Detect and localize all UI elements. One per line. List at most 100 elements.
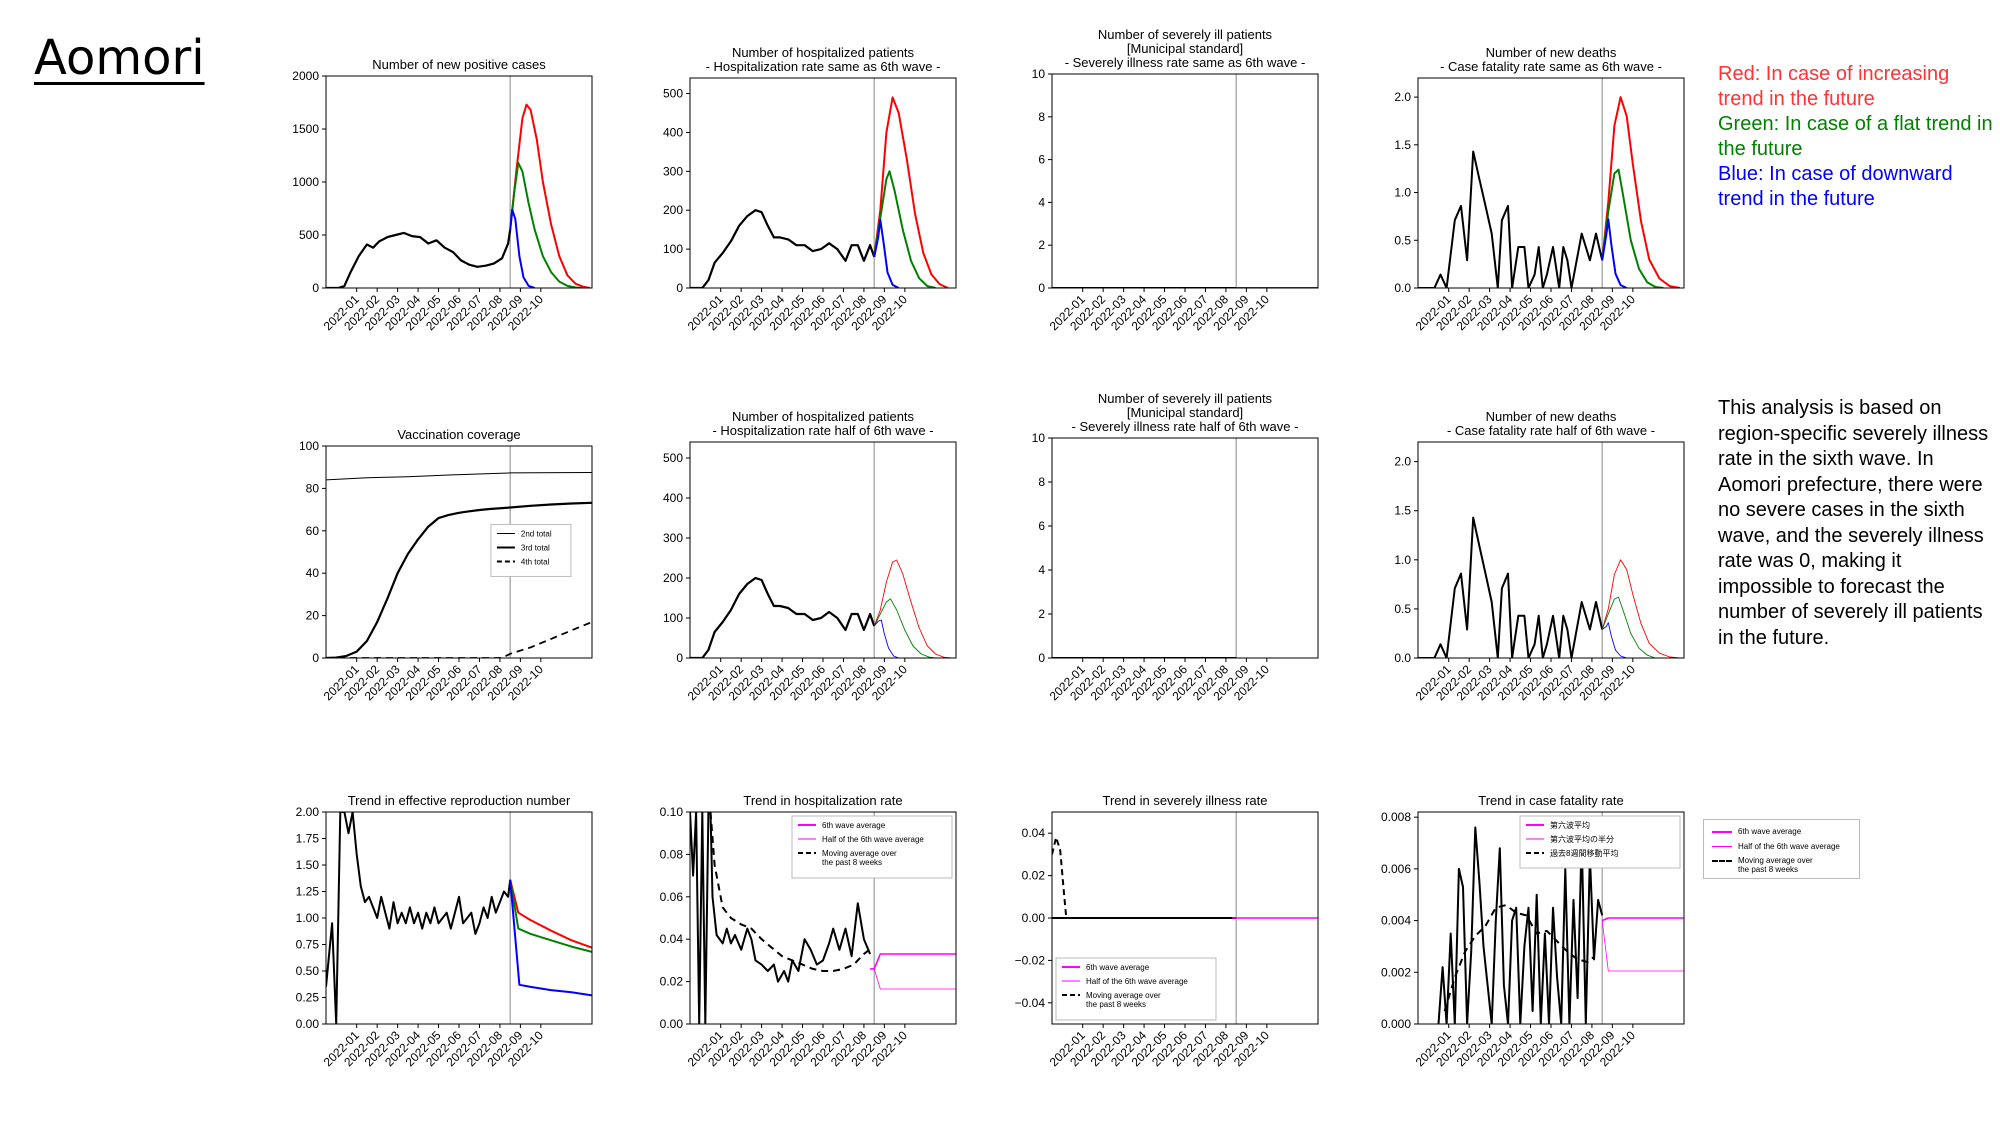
legend-label: Half of the 6th wave average bbox=[1086, 977, 1188, 986]
series-line-3 bbox=[509, 879, 592, 997]
y-tick-label: 0.04 bbox=[1022, 826, 1046, 840]
y-tick-label: 2.0 bbox=[1394, 455, 1411, 469]
y-tick-label: 0.000 bbox=[1381, 1017, 1411, 1031]
legend-label: the past 8 weeks bbox=[822, 858, 882, 867]
y-tick-label: 4 bbox=[1038, 195, 1045, 209]
chart-title-line: Trend in severely illness rate bbox=[1103, 793, 1268, 808]
chart-title-line: Vaccination coverage bbox=[397, 427, 520, 442]
series-group bbox=[690, 96, 949, 288]
chart-severe-rate: Trend in severely illness rate −0.04 −0.02… bbox=[980, 793, 1320, 1094]
y-tick-label: 2.0 bbox=[1394, 90, 1411, 104]
y-tick-label: 1.0 bbox=[1394, 186, 1411, 200]
chart-title-line: - Hospitalization rate half of 6th wave … bbox=[712, 423, 933, 438]
y-tick-label: 1.75 bbox=[296, 832, 320, 846]
y-tick-label: 500 bbox=[663, 87, 683, 101]
series-group bbox=[1418, 96, 1681, 288]
series-line-0 bbox=[326, 229, 512, 288]
y-tick-label: 0 bbox=[676, 651, 683, 665]
y-tick-label: 400 bbox=[663, 491, 683, 505]
legend-label: 4th total bbox=[521, 557, 550, 566]
plot-frame bbox=[325, 445, 593, 659]
series-line-1 bbox=[509, 103, 591, 288]
y-tick-label: 1.00 bbox=[296, 911, 320, 925]
series-line-2 bbox=[326, 621, 592, 658]
y-tick-label: 0.02 bbox=[660, 975, 684, 989]
y-tick-label: 4 bbox=[1038, 563, 1045, 577]
scenario-legend-blue: Blue: In case of downward trend in the f… bbox=[1718, 163, 1953, 210]
y-tick-label: 0.5 bbox=[1394, 602, 1411, 616]
plot-frame bbox=[325, 811, 593, 1025]
legend-label: the past 8 weeks bbox=[1086, 1000, 1146, 1009]
y-tick-label: 0 bbox=[1038, 651, 1045, 665]
series-line-3 bbox=[509, 208, 536, 288]
chart-svg-hosp-same: Number of hospitalized patients- Hospita… bbox=[663, 45, 957, 333]
y-tick-label: 300 bbox=[663, 531, 683, 545]
y-tick-label: 0 bbox=[312, 281, 319, 295]
series-line-0 bbox=[1437, 826, 1604, 1024]
chart-svg-hosp-half: Number of hospitalized patients- Hospita… bbox=[663, 409, 957, 703]
chart-title-line: - Severely illness rate half of 6th wave… bbox=[1072, 419, 1299, 434]
chart-title-line: - Severely illness rate same as 6th wave… bbox=[1065, 55, 1306, 70]
scenario-legend: Red: In case of increasing trend in the … bbox=[1718, 62, 1998, 212]
y-tick-label: 1500 bbox=[292, 122, 319, 136]
y-tick-label: 10 bbox=[1032, 67, 1046, 81]
y-tick-label: 100 bbox=[663, 242, 683, 256]
series-line-1 bbox=[509, 879, 592, 949]
series-line-2 bbox=[873, 170, 936, 288]
series-line-0 bbox=[1418, 516, 1604, 658]
series-line-2 bbox=[870, 953, 956, 970]
y-tick-label: 0.08 bbox=[660, 847, 684, 861]
y-tick-label: 1.25 bbox=[296, 885, 320, 899]
series-group bbox=[1052, 836, 1318, 919]
plot-frame bbox=[1051, 811, 1319, 1025]
legend-box bbox=[1055, 957, 1217, 1021]
y-tick-label: 0.008 bbox=[1381, 810, 1411, 824]
extra-legend-swatch-moving bbox=[1712, 860, 1732, 862]
chart-hosp-half: Number of hospitalized patients - Hospita… bbox=[618, 409, 958, 728]
plot-frame bbox=[1051, 437, 1319, 659]
chart-title-line: Trend in case fatality rate bbox=[1478, 793, 1623, 808]
chart-deaths-half: Number of new deaths - Case fatality rate… bbox=[1346, 409, 1686, 728]
y-tick-label: 10 bbox=[1032, 431, 1046, 445]
legend-label: 6th wave average bbox=[1086, 963, 1150, 972]
extra-legend-label-half: Half of the 6th wave average bbox=[1738, 842, 1840, 851]
chart-svg-rt-trend: Trend in effective reproduction number 0.… bbox=[296, 793, 593, 1069]
y-tick-label: 0.25 bbox=[296, 991, 320, 1005]
scenario-legend-red: Red: In case of increasing trend in the … bbox=[1718, 63, 1950, 110]
plot-frame bbox=[689, 441, 957, 659]
series-line-1 bbox=[1601, 559, 1680, 658]
series-group bbox=[1437, 826, 1684, 1024]
chart-title-line: Number of new deaths bbox=[1486, 409, 1617, 424]
chart-title-line: - Case fatality rate same as 6th wave - bbox=[1440, 59, 1662, 74]
series-line-2 bbox=[1601, 168, 1664, 288]
legend-label: Moving average over bbox=[1086, 991, 1161, 1000]
y-tick-label: 1.5 bbox=[1394, 138, 1411, 152]
chart-svg-new-cases: Number of new positive cases 0 500 1000 1500… bbox=[292, 57, 593, 333]
legend-box bbox=[1519, 815, 1681, 869]
y-tick-label: 0.002 bbox=[1381, 965, 1411, 979]
chart-title-line: Number of severely ill patients bbox=[1098, 391, 1273, 406]
y-tick-label: 80 bbox=[306, 481, 320, 495]
series-line-2 bbox=[509, 879, 592, 953]
chart-vaccination: Vaccination coverage 0 20 40 60 80 100 2022-01 2… bbox=[254, 427, 594, 728]
y-tick-label: 100 bbox=[663, 611, 683, 625]
chart-title-line: - Case fatality rate half of 6th wave - bbox=[1447, 423, 1655, 438]
extra-legend-swatch-half bbox=[1712, 846, 1732, 847]
legend-label: Half of the 6th wave average bbox=[822, 835, 924, 844]
y-tick-label: 200 bbox=[663, 571, 683, 585]
y-tick-label: 8 bbox=[1038, 475, 1045, 489]
series-line-2 bbox=[1601, 917, 1684, 922]
chart-title-line: [Municipal standard] bbox=[1127, 405, 1243, 420]
series-line-2 bbox=[1601, 596, 1656, 658]
plot-frame bbox=[1417, 77, 1685, 289]
y-tick-label: 1000 bbox=[292, 175, 319, 189]
series-line-1 bbox=[1601, 96, 1681, 288]
y-tick-label: 500 bbox=[663, 451, 683, 465]
y-tick-label: 0.04 bbox=[660, 932, 684, 946]
scenario-legend-green: Green: In case of a flat trend in the fu… bbox=[1718, 113, 1993, 160]
y-tick-label: −0.02 bbox=[1015, 953, 1046, 967]
series-line-1 bbox=[709, 812, 873, 972]
y-tick-label: 0 bbox=[312, 651, 319, 665]
y-tick-label: 1.5 bbox=[1394, 504, 1411, 518]
chart-rt-trend: Trend in effective reproduction number 0.… bbox=[254, 793, 594, 1094]
